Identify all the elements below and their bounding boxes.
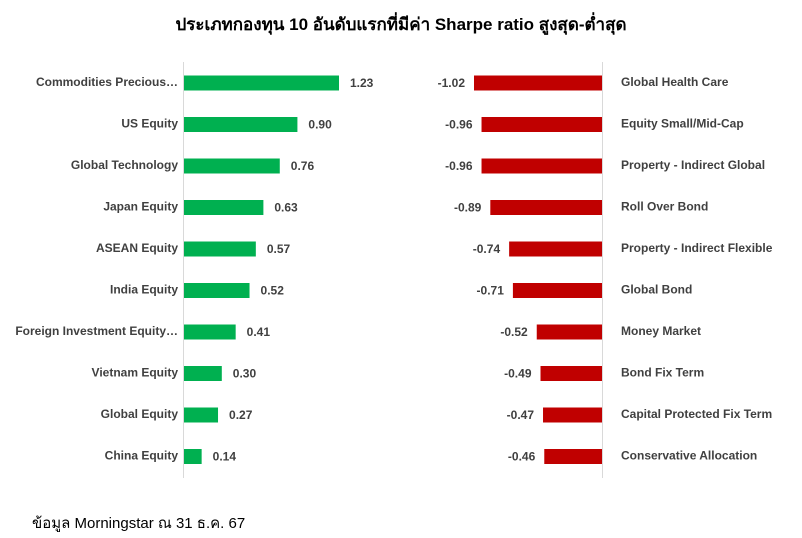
left-value-label: 0.27 <box>229 408 253 422</box>
left-category-label: Commodities Precious… <box>36 75 178 89</box>
right-value-label: -0.96 <box>445 159 473 173</box>
right-bar <box>481 158 602 174</box>
right-bar <box>540 366 602 381</box>
right-value-label: -0.74 <box>473 242 501 256</box>
left-category-label: Foreign Investment Equity… <box>15 324 178 338</box>
right-bar <box>509 241 602 257</box>
left-bar <box>184 366 222 381</box>
right-category-label: Global Health Care <box>621 75 729 89</box>
left-bar <box>184 283 250 298</box>
source-note: ข้อมูล Morningstar ณ 31 ธ.ค. 67 <box>32 515 246 532</box>
right-category-label: Roll Over Bond <box>621 200 708 214</box>
left-bar <box>184 158 280 174</box>
right-value-label: -0.52 <box>500 325 528 339</box>
right-bar <box>490 200 602 215</box>
right-category-label: Conservative Allocation <box>621 449 757 463</box>
left-value-label: 0.63 <box>274 201 298 215</box>
right-bar <box>543 407 602 423</box>
left-category-label: India Equity <box>110 283 178 297</box>
right-category-label: Property - Indirect Flexible <box>621 241 773 255</box>
right-value-label: -0.49 <box>504 367 532 381</box>
left-value-label: 0.52 <box>261 284 285 298</box>
left-bar <box>184 407 219 423</box>
top-10-highest-group: Commodities Precious… 1.23 US Equity 0.90 Gl… <box>15 75 374 464</box>
right-category-label: Equity Small/Mid-Cap <box>621 117 744 131</box>
left-bar <box>184 241 256 257</box>
chart-title: ประเภทกองทุน 10 อันดับแรกที่มีค่า Sharpe… <box>175 15 627 34</box>
left-category-label: Global Equity <box>101 407 179 421</box>
right-bar <box>536 324 602 340</box>
right-value-label: -1.02 <box>438 76 466 90</box>
top-10-lowest-group: -1.02 Global Health Care -0.96 Equity Small… <box>438 75 773 464</box>
left-bar <box>184 117 298 132</box>
left-category-label: ASEAN Equity <box>96 241 178 255</box>
right-value-label: -0.71 <box>477 284 505 298</box>
left-value-label: 0.76 <box>291 159 315 173</box>
left-value-label: 0.90 <box>308 118 332 132</box>
left-value-label: 1.23 <box>350 76 374 90</box>
left-value-label: 0.30 <box>233 367 257 381</box>
right-category-label: Money Market <box>621 324 701 338</box>
right-category-label: Global Bond <box>621 283 692 297</box>
left-bar <box>184 200 264 215</box>
left-bar <box>184 449 202 464</box>
right-bar <box>544 449 602 464</box>
left-category-label: Japan Equity <box>103 200 178 214</box>
right-value-label: -0.96 <box>445 118 473 132</box>
right-value-label: -0.47 <box>507 408 535 422</box>
right-value-label: -0.46 <box>508 450 536 464</box>
left-category-label: Vietnam Equity <box>92 366 179 380</box>
left-value-label: 0.57 <box>267 242 291 256</box>
left-value-label: 0.14 <box>213 450 237 464</box>
right-category-label: Capital Protected Fix Term <box>621 407 772 421</box>
left-bar <box>184 75 339 91</box>
right-bar <box>474 75 602 91</box>
right-category-label: Property - Indirect Global <box>621 158 765 172</box>
right-category-label: Bond Fix Term <box>621 366 704 380</box>
right-bar <box>481 117 602 132</box>
left-value-label: 0.41 <box>247 325 271 339</box>
left-category-label: China Equity <box>105 449 179 463</box>
left-category-label: Global Technology <box>71 158 178 172</box>
right-value-label: -0.89 <box>454 201 482 215</box>
left-bar <box>184 324 236 340</box>
right-bar <box>512 283 602 298</box>
left-category-label: US Equity <box>121 117 178 131</box>
